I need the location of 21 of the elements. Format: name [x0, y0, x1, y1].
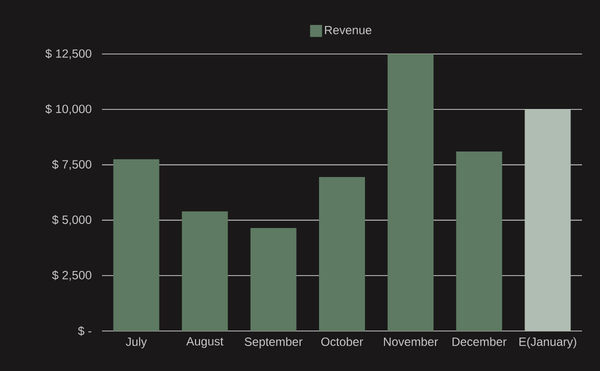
y-tick-label: $ 10,000 — [45, 104, 92, 115]
y-tick-label: $ 5,000 — [52, 215, 92, 226]
x-tick-label: July — [126, 337, 147, 348]
x-tick-label: E(January) — [519, 337, 576, 348]
y-tick-label: $ 12,500 — [45, 48, 92, 60]
x-tick-label: September — [244, 337, 302, 348]
y-tick-label: $ 2,500 — [52, 270, 92, 281]
x-tick-label: November — [384, 337, 438, 346]
bar — [319, 176, 365, 331]
bar — [456, 152, 502, 331]
bar — [182, 211, 228, 331]
y-tick-label: $ 7,500 — [52, 160, 92, 170]
x-tick-label: December — [452, 337, 507, 346]
legend-label: Revenue — [325, 26, 372, 34]
x-tick-label: October — [321, 337, 364, 346]
bar — [113, 159, 160, 331]
y-tick-label: $ - — [78, 326, 92, 336]
bar — [388, 54, 434, 331]
bar — [250, 228, 296, 331]
x-tick-label: August — [186, 337, 224, 348]
bar — [524, 109, 571, 331]
